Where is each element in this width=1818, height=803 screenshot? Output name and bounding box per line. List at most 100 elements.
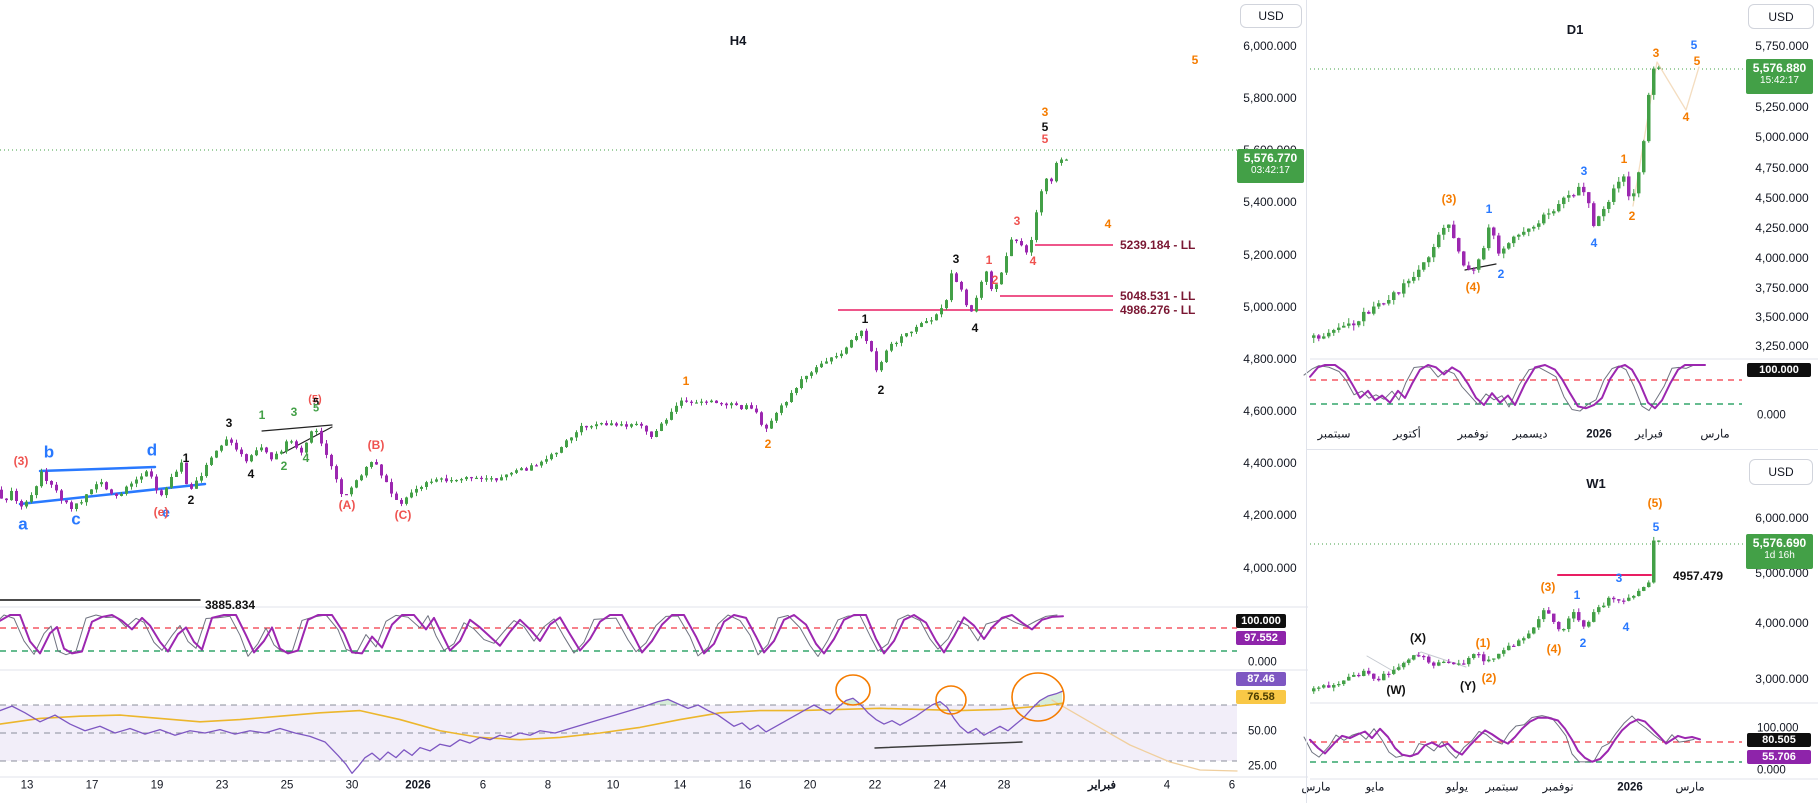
h4-candle-body <box>465 477 468 480</box>
h4-candle-body <box>885 350 888 363</box>
h4-candle-body <box>390 482 393 494</box>
w1-candle-body <box>1502 650 1506 654</box>
d1-candle-body <box>1627 176 1631 197</box>
h4-candle-body <box>1040 191 1043 213</box>
h4-candle-body <box>35 486 38 496</box>
w1-candle-body <box>1552 613 1556 622</box>
d1-candle-body <box>1477 259 1481 270</box>
last-price-tag-w1: 5,576.690 1d 16h <box>1746 534 1813 569</box>
w1-candle-body <box>1352 674 1356 677</box>
h4-candle-body <box>595 424 598 427</box>
h4-candle-body <box>670 411 673 420</box>
h4-candle-body <box>190 484 193 489</box>
d1-candle-body <box>1472 269 1476 271</box>
w1-candle-body <box>1652 540 1656 583</box>
w1-candle-body <box>1397 667 1401 670</box>
d1-candle-body <box>1367 311 1371 314</box>
h4-plot-area[interactable] <box>0 0 1237 595</box>
h4-price-axis[interactable] <box>1240 0 1306 780</box>
d1-plot-area[interactable] <box>1310 0 1742 356</box>
d1-candle-body <box>1602 208 1606 217</box>
w1-candle-body <box>1607 597 1611 606</box>
w1-candle-body <box>1517 640 1521 646</box>
panel-divider-vertical[interactable] <box>1306 0 1307 803</box>
h4-candle-body <box>930 320 933 322</box>
h4-candle-body <box>685 400 688 402</box>
d1-candle-body <box>1487 227 1491 249</box>
h4-candle-body <box>340 479 343 495</box>
h4-candle-body <box>835 356 838 358</box>
d1-candle-body <box>1437 234 1441 247</box>
w1-candle-body <box>1437 662 1441 666</box>
w1-candle-body <box>1622 600 1626 602</box>
h4-candle-body <box>1050 178 1053 182</box>
h4-candle-body <box>975 297 978 312</box>
d1-candle-body <box>1422 262 1426 270</box>
h4-candle-body <box>435 479 438 482</box>
d1-candle-body <box>1577 186 1581 196</box>
h4-drawing-line <box>38 465 157 473</box>
h4-candle-body <box>1025 245 1028 253</box>
h4-candle-body <box>755 408 758 413</box>
h4-candle-body <box>950 273 953 301</box>
w1-candle-body <box>1342 680 1346 685</box>
h4-candle-body <box>10 490 13 501</box>
w1-candle-body <box>1487 659 1491 662</box>
d1-candle-body <box>1457 238 1461 252</box>
w1-candle-body <box>1322 685 1326 688</box>
countdown-h4: 03:42:17 <box>1251 165 1290 177</box>
w1-candle-body <box>1547 610 1551 614</box>
d1-candle-body <box>1452 224 1456 239</box>
h4-candle-body <box>330 454 333 467</box>
h4-candle-body <box>620 424 623 426</box>
h4-candle-body <box>260 447 263 451</box>
h4-rsi-overbought-fill <box>650 699 680 705</box>
h4-candle-body <box>1020 241 1023 246</box>
h4-candle-body <box>115 493 118 496</box>
h4-candle-body <box>140 476 143 480</box>
h4-candle-body <box>525 468 528 471</box>
currency-button-w1[interactable]: USD <box>1749 459 1813 485</box>
h4-candle-body <box>600 423 603 425</box>
h4-candle-body <box>385 475 388 483</box>
d1-candle-body <box>1507 243 1511 249</box>
h4-candle-body <box>20 501 23 507</box>
w1-candle-body <box>1362 670 1366 676</box>
h4-candle-body <box>535 465 538 467</box>
d1-candle-body <box>1362 311 1366 322</box>
currency-button-h4[interactable]: USD <box>1240 4 1302 28</box>
h4-candle-body <box>450 480 453 482</box>
d1-candle-body <box>1502 248 1506 254</box>
panel-divider-horizontal[interactable] <box>1307 449 1818 450</box>
h4-candle-body <box>255 450 258 456</box>
d1-candle-body <box>1467 265 1471 270</box>
h4-candle-body <box>0 489 3 499</box>
h4-candle-body <box>490 478 493 480</box>
w1-plot-area[interactable] <box>1310 455 1742 700</box>
h4-time-axis[interactable] <box>0 778 1306 803</box>
w1-candle-body <box>1642 587 1646 591</box>
h4-candle-body <box>900 336 903 343</box>
currency-button-d1[interactable]: USD <box>1748 4 1814 29</box>
h4-candle-body <box>570 437 573 441</box>
last-price-h4: 5,576.770 <box>1243 151 1298 165</box>
last-price-tag-d1: 5,576.880 15:42:17 <box>1746 59 1813 94</box>
d1-candle-body <box>1322 336 1326 339</box>
d1-candle-body <box>1617 181 1621 189</box>
h4-candle-body <box>70 502 73 509</box>
h4-candle-body <box>635 423 638 426</box>
h4-candle-body <box>715 400 718 404</box>
w1-candle-body <box>1332 684 1336 688</box>
right-price-axis[interactable] <box>1746 0 1818 803</box>
h4-candle-body <box>995 284 998 290</box>
h4-candle-body <box>655 430 658 437</box>
w1-candle-body <box>1317 687 1321 689</box>
h4-candle-body <box>485 478 488 480</box>
h4-candle-body <box>580 425 583 433</box>
h4-highlight-circle <box>835 674 871 706</box>
h4-candle-body <box>870 341 873 352</box>
h4-candle-body <box>650 431 653 437</box>
w1-candle-body <box>1597 607 1601 613</box>
h4-candle-body <box>480 477 483 480</box>
